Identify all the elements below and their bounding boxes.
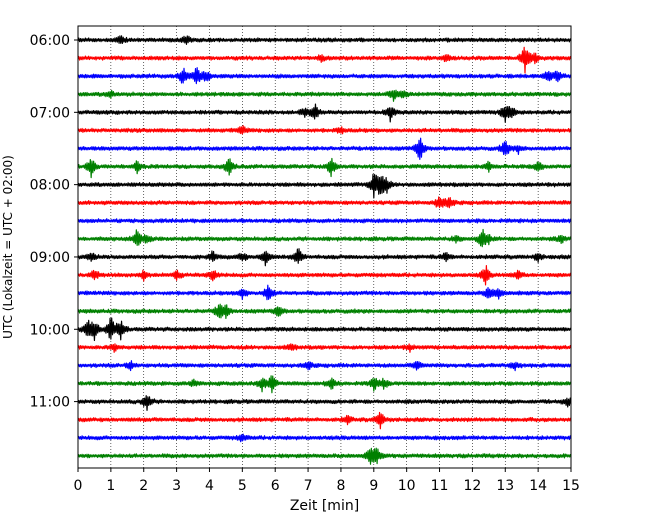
x-tick-label: 0 bbox=[74, 478, 83, 494]
y-tick-label: 11:00 bbox=[30, 395, 70, 411]
x-tick-label: 1 bbox=[106, 478, 115, 494]
x-tick-label: 14 bbox=[529, 478, 547, 494]
x-tick-label: 12 bbox=[463, 478, 481, 494]
seismogram-traces bbox=[77, 35, 572, 465]
x-tick-label: 2 bbox=[139, 478, 148, 494]
x-tick-label: 7 bbox=[304, 478, 313, 494]
x-axis-ticks: 0 1 2 3 4 5 6 7 8 9 10 11 12 13 14 15 bbox=[74, 468, 580, 494]
y-tick-label: 09:00 bbox=[30, 250, 70, 266]
trace-line-0730 bbox=[77, 137, 572, 160]
x-tick-label: 15 bbox=[562, 478, 580, 494]
x-tick-label: 6 bbox=[271, 478, 280, 494]
trace-line-1000 bbox=[77, 317, 572, 342]
trace-line-0745 bbox=[77, 157, 572, 179]
x-tick-label: 10 bbox=[398, 478, 416, 494]
trace-line-0615 bbox=[77, 46, 572, 74]
y-tick-label: 06:00 bbox=[30, 33, 70, 49]
trace-line-1145 bbox=[77, 447, 572, 465]
trace-line-0700 bbox=[77, 103, 572, 123]
trace-line-0715 bbox=[77, 125, 572, 135]
x-tick-label: 8 bbox=[336, 478, 345, 494]
trace-line-0600 bbox=[77, 35, 572, 45]
y-tick-label: 08:00 bbox=[30, 178, 70, 194]
x-tick-label: 3 bbox=[172, 478, 181, 494]
x-tick-label: 4 bbox=[205, 478, 214, 494]
trace-line-0645 bbox=[77, 89, 572, 102]
x-tick-label: 13 bbox=[496, 478, 514, 494]
trace-line-1030 bbox=[77, 360, 572, 372]
trace-line-0915 bbox=[77, 265, 572, 286]
y-tick-label: 10:00 bbox=[30, 322, 70, 338]
trace-line-1115 bbox=[77, 411, 572, 430]
plot-frame bbox=[77, 25, 572, 469]
trace-line-0845 bbox=[77, 228, 572, 248]
trace-line-0930 bbox=[77, 284, 572, 301]
trace-line-1100 bbox=[77, 395, 572, 411]
trace-line-0800 bbox=[77, 173, 572, 199]
y-axis-label: UTC (Lokalzeit = UTC + 02:00) bbox=[1, 155, 15, 339]
trace-line-0900 bbox=[77, 248, 572, 267]
x-tick-label: 9 bbox=[369, 478, 378, 494]
x-tick-label: 11 bbox=[431, 478, 449, 494]
x-tick-label: 5 bbox=[238, 478, 247, 494]
x-axis-label: Zeit [min] bbox=[290, 498, 359, 514]
y-tick-label: 07:00 bbox=[30, 105, 70, 121]
y-axis-ticks: 06:00 07:00 08:00 09:00 10:00 11:00 bbox=[30, 33, 78, 411]
trace-line-0830 bbox=[77, 218, 572, 224]
trace-line-1130 bbox=[77, 433, 572, 443]
trace-line-0945 bbox=[77, 303, 572, 320]
trace-line-1015 bbox=[77, 343, 572, 353]
trace-line-0630 bbox=[77, 67, 572, 85]
trace-line-1045 bbox=[77, 375, 572, 394]
trace-line-0815 bbox=[77, 196, 572, 209]
